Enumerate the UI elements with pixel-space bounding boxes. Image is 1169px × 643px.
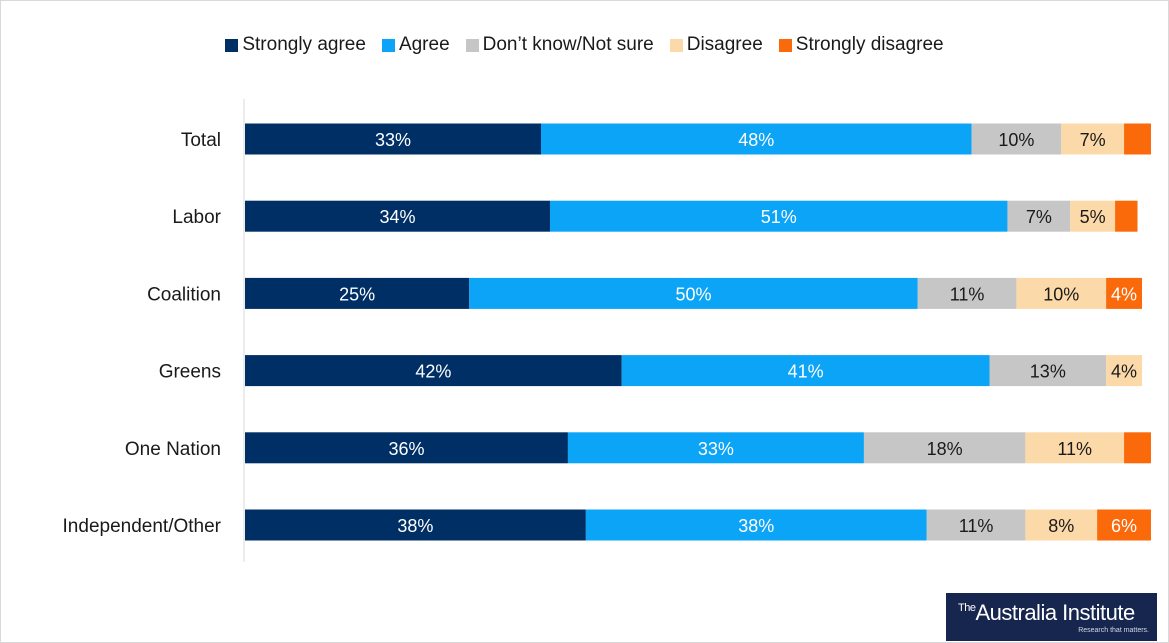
data-label: 36% bbox=[388, 439, 424, 459]
legend-label-strongly-disagree: Strongly disagree bbox=[795, 34, 944, 55]
legend-label-disagree: Disagree bbox=[686, 34, 763, 55]
bar-segment bbox=[549, 200, 1008, 232]
data-label: 33% bbox=[375, 130, 411, 150]
bar-segment bbox=[245, 277, 470, 309]
category-label: Independent/Other bbox=[63, 516, 222, 537]
legend-item-dont-know: Don’t know/Not sure bbox=[465, 34, 654, 56]
data-label: 50% bbox=[675, 284, 711, 304]
bar-segment bbox=[989, 355, 1107, 387]
data-label: 34% bbox=[379, 207, 415, 227]
bar-segment bbox=[469, 277, 918, 309]
data-label: 13% bbox=[1030, 362, 1066, 382]
legend-label-dont-know: Don’t know/Not sure bbox=[482, 34, 654, 55]
bar-segment bbox=[1070, 200, 1116, 232]
legend-swatch-disagree bbox=[669, 38, 683, 52]
legend-swatch-agree bbox=[381, 38, 395, 52]
bar-segment bbox=[567, 432, 864, 464]
bar-segment bbox=[1106, 277, 1142, 309]
data-label: 4% bbox=[1111, 284, 1137, 304]
legend-label-strongly-agree: Strongly agree bbox=[242, 34, 366, 55]
bar-segment bbox=[863, 432, 1026, 464]
legend-label-agree: Agree bbox=[398, 34, 450, 55]
bar-segment bbox=[917, 277, 1017, 309]
australia-institute-logo: TheAustralia Institute Research that mat… bbox=[946, 593, 1157, 641]
legend-item-strongly-agree: Strongly agree bbox=[225, 34, 366, 56]
logo-name-text: Australia Institute bbox=[975, 600, 1135, 625]
data-label: 8% bbox=[1048, 516, 1074, 536]
category-label: Coalition bbox=[147, 284, 221, 305]
bar-segment bbox=[245, 123, 542, 155]
logo-tagline: Research that matters. bbox=[1078, 627, 1149, 634]
data-label: 18% bbox=[927, 439, 963, 459]
data-label: 25% bbox=[339, 284, 375, 304]
data-label: 5% bbox=[1080, 207, 1106, 227]
data-label: 11% bbox=[1057, 439, 1092, 459]
bar-segment bbox=[1016, 277, 1107, 309]
data-label: 11% bbox=[959, 516, 994, 536]
logo-the-text: The bbox=[958, 602, 976, 614]
data-label: 7% bbox=[1026, 207, 1052, 227]
data-label: 41% bbox=[788, 362, 824, 382]
bar-segment bbox=[1124, 432, 1151, 464]
data-label: 6% bbox=[1111, 516, 1137, 536]
legend-swatch-dont-know bbox=[465, 38, 479, 52]
bar-segment bbox=[541, 123, 972, 155]
bar-segment bbox=[1025, 432, 1125, 464]
data-label: 4% bbox=[1111, 362, 1137, 382]
data-label: 38% bbox=[397, 516, 433, 536]
bar-segment bbox=[245, 509, 586, 541]
bar-segment bbox=[1007, 200, 1071, 232]
data-label: 10% bbox=[1043, 284, 1079, 304]
data-label: 42% bbox=[415, 362, 451, 382]
bar-segment bbox=[585, 509, 927, 541]
bar-segment bbox=[1106, 355, 1142, 387]
legend-item-strongly-disagree: Strongly disagree bbox=[778, 34, 944, 56]
data-label: 7% bbox=[1080, 130, 1106, 150]
bar-segment bbox=[245, 432, 568, 464]
bar-segment bbox=[245, 200, 550, 232]
data-label: 11% bbox=[950, 284, 985, 304]
data-label: 33% bbox=[698, 439, 734, 459]
chart-legend: Strongly agree Agree Don’t know/Not sure… bbox=[0, 32, 1169, 58]
data-label: 48% bbox=[738, 130, 774, 150]
legend-swatch-strongly-agree bbox=[225, 38, 239, 52]
bar-segment bbox=[971, 123, 1062, 155]
bar-segment bbox=[1124, 123, 1151, 155]
category-label: Labor bbox=[172, 207, 221, 228]
legend-item-agree: Agree bbox=[381, 34, 450, 56]
bar-segment bbox=[245, 355, 622, 387]
legend-swatch-strongly-disagree bbox=[778, 38, 792, 52]
bar-segment bbox=[1115, 200, 1138, 232]
bar-segment bbox=[1097, 509, 1151, 541]
data-label: 51% bbox=[761, 207, 797, 227]
bar-segment bbox=[1025, 509, 1098, 541]
category-label: One Nation bbox=[125, 439, 221, 460]
data-label: 38% bbox=[738, 516, 774, 536]
legend-item-disagree: Disagree bbox=[669, 34, 763, 56]
bar-segment bbox=[1061, 123, 1125, 155]
category-label: Total bbox=[181, 130, 221, 151]
data-label: 10% bbox=[998, 130, 1034, 150]
bar-segment bbox=[621, 355, 990, 387]
category-label: Greens bbox=[159, 362, 221, 383]
bar-segment bbox=[926, 509, 1026, 541]
